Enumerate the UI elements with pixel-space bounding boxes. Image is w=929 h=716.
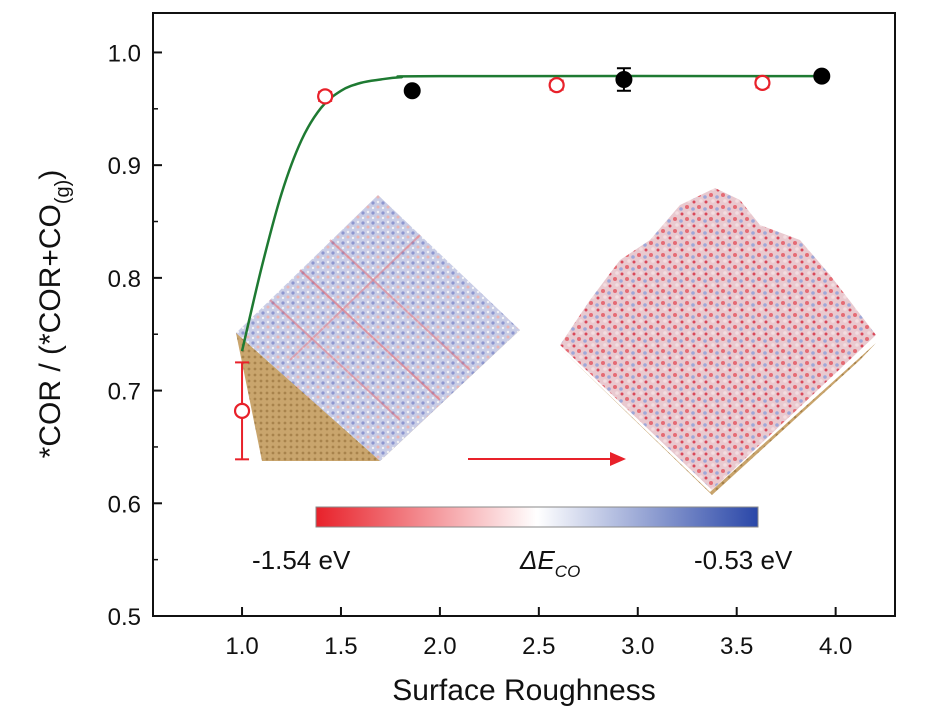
x-tick-label: 3.5 — [720, 633, 753, 660]
x-tick-label: 4.0 — [819, 633, 852, 660]
inset-rough-surface — [557, 188, 876, 495]
colorbar-title: ΔECO — [519, 545, 580, 581]
y-tick-label: 0.9 — [108, 153, 141, 180]
x-tick-label: 1.0 — [225, 633, 258, 660]
fit-curve — [240, 74, 822, 352]
y-axis-title: *COR / (*COR+CO(g)) — [34, 170, 74, 459]
colorbar-gradient — [315, 506, 759, 528]
x-tick-label: 1.5 — [324, 633, 357, 660]
x-tick-label: 3.0 — [621, 633, 654, 660]
data-point-filled — [813, 67, 831, 85]
y-tick-label: 0.6 — [108, 491, 141, 518]
data-point-open — [233, 402, 251, 419]
inset-flat-surface — [236, 195, 520, 461]
data-points — [233, 67, 831, 461]
transition-arrow — [468, 452, 626, 466]
x-axis-title: Surface Roughness — [392, 674, 656, 707]
colorbar: -1.54 eV -0.53 eV ΔECO — [252, 506, 793, 581]
axis-ticks: 1.0 1.5 2.0 2.5 3.0 3.5 4.0 0.5 0.6 0.7 0.8 0.9 1.0 — [108, 40, 853, 660]
y-tick-label: 0.8 — [108, 266, 141, 293]
data-point-filled — [615, 70, 633, 88]
data-point-filled — [403, 82, 421, 100]
data-point-open — [317, 88, 334, 105]
colorbar-min-label: -1.54 eV — [252, 545, 351, 575]
y-tick-label: 0.5 — [108, 604, 141, 631]
x-tick-label: 2.5 — [522, 633, 555, 660]
x-tick-label: 2.0 — [423, 633, 456, 660]
data-point-open — [548, 77, 565, 94]
y-tick-label: 1.0 — [108, 40, 141, 67]
data-point-open — [754, 74, 771, 91]
plot-frame — [152, 12, 896, 617]
colorbar-max-label: -0.53 eV — [694, 545, 793, 575]
y-tick-label: 0.7 — [108, 379, 141, 406]
